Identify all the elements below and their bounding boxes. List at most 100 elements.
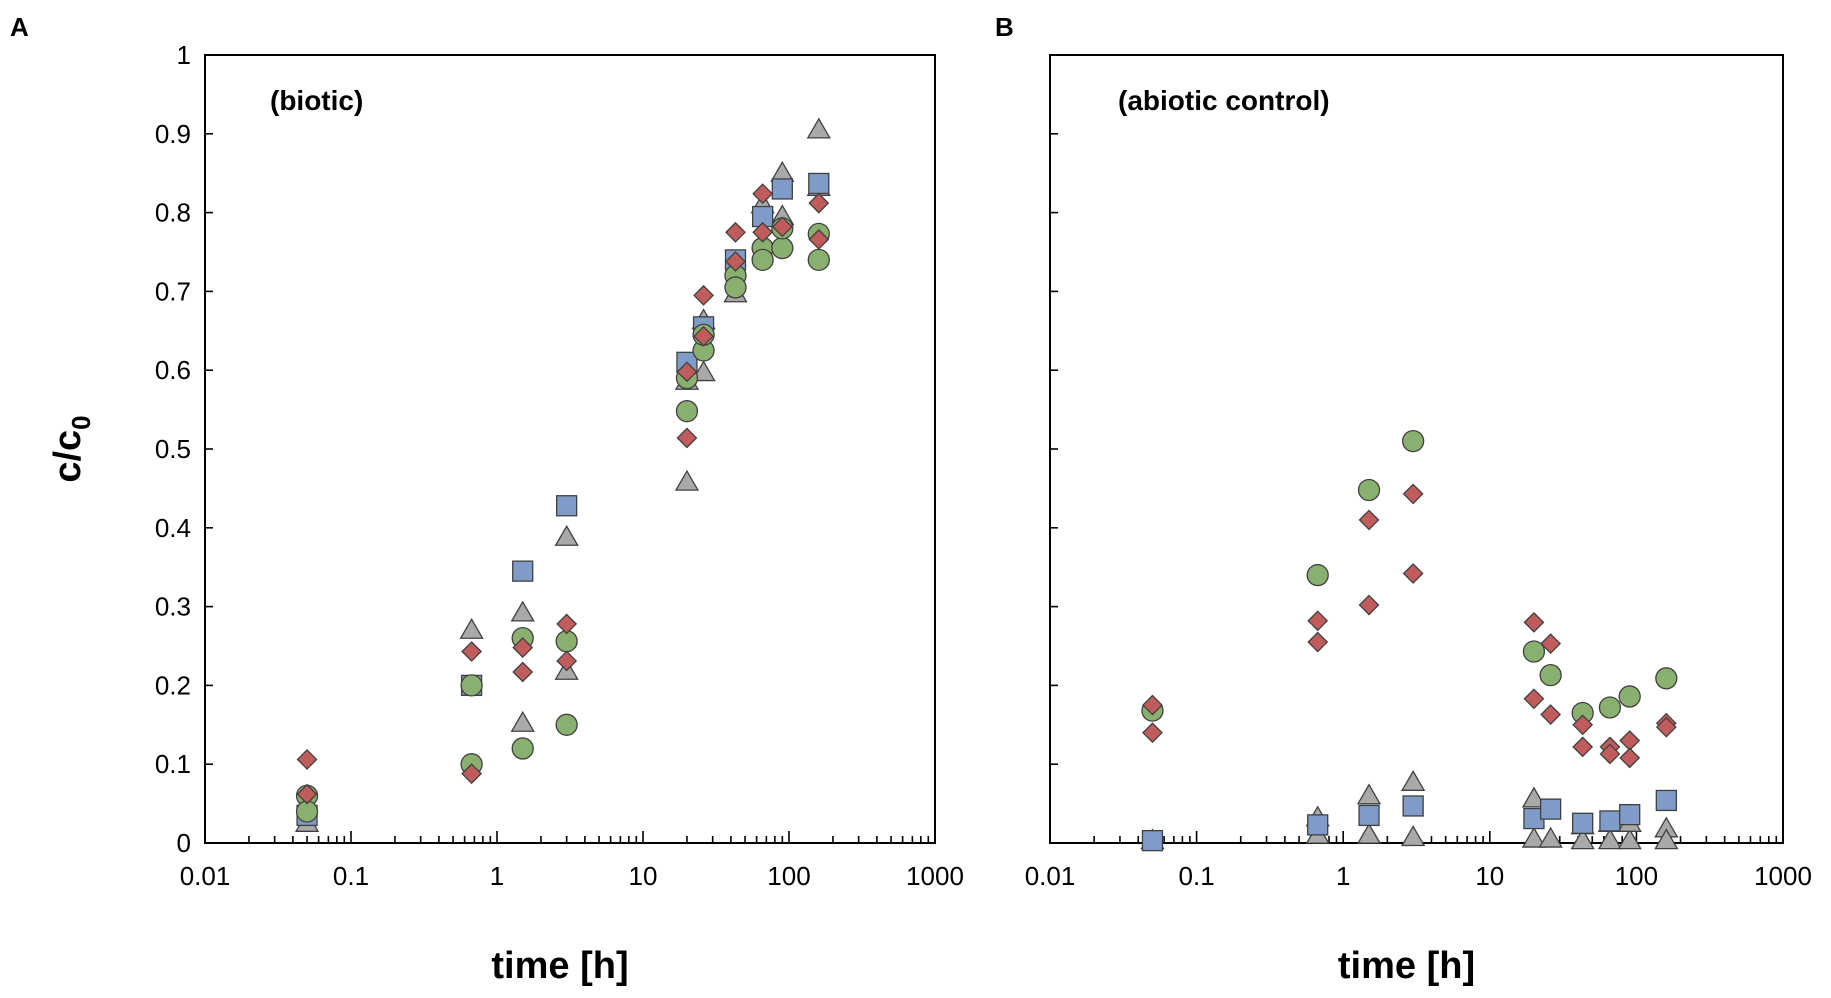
marker-diamond bbox=[1540, 633, 1562, 655]
y-tick-label: 0.2 bbox=[155, 670, 191, 700]
y-tick-label: 0.9 bbox=[155, 119, 191, 149]
marker-square bbox=[1539, 798, 1562, 820]
marker-diamond bbox=[1358, 594, 1380, 616]
series-circle bbox=[295, 217, 830, 823]
y-tick-label: 1 bbox=[177, 40, 191, 70]
y-axis-title-subscript: 0 bbox=[66, 415, 96, 429]
marker-diamond bbox=[1619, 747, 1641, 769]
x-tick-label: 0.1 bbox=[1179, 861, 1215, 891]
x-tick-label: 0.1 bbox=[333, 861, 369, 891]
marker-diamond bbox=[1619, 730, 1641, 751]
marker-circle bbox=[511, 737, 534, 760]
y-tick-label: 0.3 bbox=[155, 592, 191, 622]
y-axis-title: c/c0 bbox=[47, 415, 96, 482]
panel-label: B bbox=[995, 12, 1014, 42]
marker-diamond bbox=[512, 637, 534, 658]
y-tick-label: 0.7 bbox=[155, 276, 191, 306]
marker-diamond bbox=[1572, 736, 1594, 758]
marker-diamond bbox=[1358, 509, 1380, 531]
marker-diamond bbox=[1402, 563, 1424, 584]
panel-b: B 0.01 0.1 1 10 100 1000 time [h] (abiotic contr… bbox=[995, 12, 1812, 987]
marker-square bbox=[1402, 795, 1424, 817]
marker-diamond bbox=[461, 763, 483, 785]
marker-diamond bbox=[1655, 716, 1677, 738]
marker-triangle bbox=[1617, 828, 1642, 850]
marker-circle bbox=[675, 400, 699, 423]
marker-square bbox=[1572, 812, 1594, 834]
x-tick-label: 1000 bbox=[906, 861, 964, 891]
marker-diamond bbox=[1572, 714, 1594, 736]
x-tick-label: 100 bbox=[1615, 861, 1658, 891]
y-tick-label: 0.6 bbox=[155, 355, 191, 385]
marker-circle bbox=[1357, 478, 1381, 502]
x-tick-label: 1000 bbox=[1754, 861, 1812, 891]
marker-diamond bbox=[725, 221, 746, 243]
marker-square bbox=[1307, 814, 1329, 836]
y-tick-label: 0.4 bbox=[155, 513, 191, 543]
marker-triangle bbox=[459, 617, 484, 639]
y-axis-title-main: c/c bbox=[47, 430, 89, 483]
marker-triangle bbox=[1538, 826, 1563, 848]
marker-diamond bbox=[693, 284, 715, 306]
marker-circle bbox=[1539, 664, 1562, 687]
marker-diamond bbox=[1142, 694, 1163, 716]
marker-circle bbox=[724, 276, 747, 299]
y-tick-label: 0 bbox=[177, 828, 191, 858]
marker-triangle bbox=[1356, 822, 1382, 844]
panel-label: A bbox=[10, 12, 29, 42]
marker-diamond bbox=[296, 783, 318, 805]
marker-triangle bbox=[674, 469, 700, 491]
marker-diamond bbox=[752, 221, 774, 243]
marker-diamond bbox=[512, 661, 534, 683]
marker-diamond bbox=[1307, 631, 1329, 653]
marker-square bbox=[1599, 810, 1621, 832]
marker-triangle bbox=[554, 524, 579, 546]
marker-circle bbox=[771, 236, 794, 260]
marker-circle bbox=[807, 248, 830, 272]
marker-square bbox=[556, 495, 578, 517]
marker-square bbox=[771, 178, 793, 200]
marker-triangle bbox=[691, 360, 716, 382]
marker-circle bbox=[751, 248, 774, 272]
y-tick-label: 0.8 bbox=[155, 198, 191, 228]
panel-a: A0.01 0.1 1 10 100 100000.10.20.30.40.50.60.7… bbox=[10, 12, 964, 987]
marker-triangle bbox=[1570, 828, 1595, 850]
marker-triangle bbox=[1521, 786, 1547, 808]
marker-circle bbox=[1598, 696, 1622, 719]
marker-diamond bbox=[461, 641, 483, 662]
marker-triangle bbox=[510, 600, 535, 622]
marker-triangle bbox=[1597, 828, 1623, 850]
series-diamond bbox=[296, 183, 830, 805]
marker-circle bbox=[1655, 667, 1678, 690]
marker-diamond bbox=[1540, 704, 1562, 725]
x-tick-label: 10 bbox=[629, 861, 658, 891]
marker-triangle bbox=[806, 117, 831, 139]
marker-diamond bbox=[1142, 722, 1163, 744]
marker-triangle bbox=[1521, 826, 1547, 848]
marker-square bbox=[1619, 803, 1641, 826]
marker-triangle bbox=[1356, 783, 1382, 805]
marker-triangle bbox=[510, 710, 535, 732]
x-tick-label: 10 bbox=[1475, 861, 1504, 891]
marker-circle bbox=[555, 713, 578, 736]
marker-square bbox=[1655, 789, 1677, 812]
marker-square bbox=[1358, 804, 1380, 827]
x-tick-label: 1 bbox=[490, 861, 504, 891]
marker-diamond bbox=[676, 427, 698, 449]
x-axis-title: time [h] bbox=[1338, 945, 1475, 987]
marker-diamond bbox=[771, 216, 793, 238]
marker-circle bbox=[1618, 685, 1641, 708]
marker-circle bbox=[1522, 640, 1546, 663]
marker-diamond bbox=[1523, 688, 1545, 710]
marker-diamond bbox=[556, 613, 578, 635]
series-diamond bbox=[1142, 483, 1677, 769]
y-tick-label: 0.1 bbox=[155, 749, 191, 779]
x-tick-label: 0.01 bbox=[180, 861, 231, 891]
x-tick-label: 1 bbox=[1336, 861, 1350, 891]
marker-circle bbox=[1401, 429, 1425, 453]
marker-triangle bbox=[1401, 825, 1426, 847]
marker-diamond bbox=[676, 361, 698, 383]
panel-annotation: (biotic) bbox=[270, 85, 363, 116]
marker-triangle bbox=[1654, 828, 1679, 850]
